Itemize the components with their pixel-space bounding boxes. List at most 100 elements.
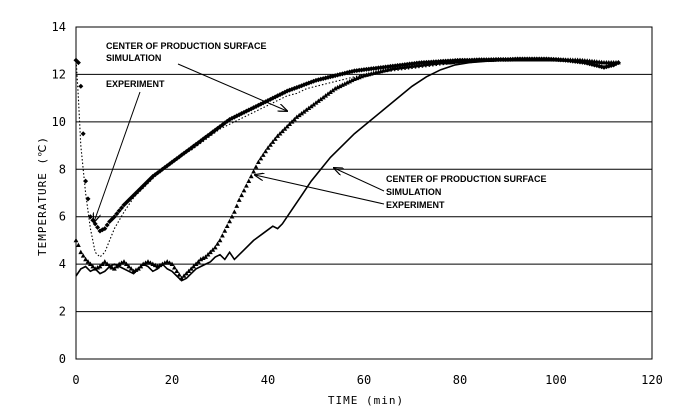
data-point-triangle (241, 188, 247, 193)
data-point-triangle (186, 268, 192, 274)
data-point-triangle (323, 93, 328, 98)
anno-bottom-experiment: EXPERIMENT (386, 200, 445, 210)
data-point-triangle (308, 103, 314, 109)
data-point-triangle (73, 237, 79, 243)
data-point-diamond (104, 222, 110, 228)
data-point-triangle (344, 80, 350, 85)
data-point-triangle (220, 233, 225, 238)
data-point-triangle (256, 159, 261, 164)
data-point-triangle (227, 218, 232, 224)
data-point-diamond (111, 214, 117, 220)
data-point-triangle (121, 259, 127, 264)
data-point-triangle (244, 183, 249, 188)
data-point-diamond (80, 131, 86, 137)
data-point-triangle (316, 98, 321, 103)
data-point-triangle (277, 131, 283, 136)
arrow-bottom-experiment (255, 175, 385, 205)
data-point-triangle (260, 152, 266, 157)
data-point-triangle (292, 116, 297, 122)
data-point-triangle (337, 83, 343, 89)
data-point-triangle (176, 272, 182, 277)
data-point-triangle (85, 259, 91, 264)
data-point-triangle (318, 96, 324, 102)
data-point-triangle (184, 271, 189, 276)
data-point-triangle (102, 259, 108, 264)
data-point-triangle (152, 262, 158, 268)
data-point-triangle (215, 241, 220, 246)
data-point-triangle (294, 114, 300, 119)
x-tick-label: 120 (641, 373, 663, 387)
data-point-diamond (102, 226, 108, 232)
y-tick-label: 12 (52, 67, 66, 81)
x-tick-label: 20 (165, 373, 179, 387)
data-point-triangle (236, 197, 242, 202)
data-point-triangle (335, 84, 340, 90)
data-point-triangle (349, 77, 355, 83)
data-point-triangle (104, 261, 110, 266)
arrow-top-simulation (177, 63, 287, 111)
data-point-triangle (116, 261, 122, 266)
arrow-bottom-simulation (334, 168, 385, 192)
data-point-triangle (83, 256, 88, 262)
data-point-triangle (169, 261, 175, 266)
y-tick-label: 6 (59, 210, 66, 224)
data-point-triangle (306, 105, 312, 111)
data-point-triangle (248, 173, 254, 179)
data-point-triangle (200, 255, 206, 261)
y-axis-title: TEMPERATURE (℃) (36, 136, 49, 256)
data-point-triangle (208, 249, 213, 255)
x-tick-label: 40 (261, 373, 275, 387)
data-point-triangle (222, 228, 228, 233)
data-point-triangle (78, 249, 84, 255)
data-point-triangle (198, 256, 204, 262)
data-point-triangle (76, 242, 81, 247)
data-point-triangle (289, 119, 295, 124)
data-point-triangle (143, 260, 148, 265)
data-point-triangle (128, 266, 134, 271)
data-point-triangle (251, 169, 256, 174)
data-point-triangle (174, 268, 180, 274)
data-point-triangle (181, 273, 187, 278)
data-point-triangle (172, 265, 177, 270)
y-tick-label: 10 (52, 115, 66, 129)
data-point-triangle (119, 260, 124, 265)
data-point-triangle (80, 253, 86, 258)
data-point-triangle (320, 94, 326, 100)
data-point-triangle (229, 214, 235, 219)
data-point-triangle (232, 209, 237, 214)
data-point-triangle (97, 263, 103, 269)
data-point-triangle (88, 261, 93, 266)
data-point-triangle (246, 178, 252, 183)
data-point-triangle (280, 128, 285, 134)
y-tick-label: 2 (59, 305, 66, 319)
anno-bottom-simulation: SIMULATION (386, 187, 441, 197)
data-point-diamond (78, 83, 84, 89)
data-point-triangle (150, 261, 156, 266)
data-point-triangle (109, 265, 115, 270)
x-axis-title: TIME (min) (328, 394, 404, 407)
data-point-diamond (116, 208, 122, 214)
data-point-triangle (167, 260, 172, 265)
data-point-triangle (287, 121, 292, 127)
data-point-triangle (188, 266, 194, 271)
data-point-triangle (282, 126, 288, 131)
plot-frame (75, 26, 653, 360)
y-tick-labels: 0 2 4 6 8 10 12 14 (52, 20, 66, 366)
data-point-triangle (304, 107, 309, 112)
data-point-diamond (119, 205, 125, 211)
x-tick-label: 80 (453, 373, 467, 387)
data-point-triangle (296, 112, 302, 118)
data-point-triangle (145, 259, 151, 264)
data-point-triangle (193, 261, 199, 266)
y-tick-label: 0 (59, 352, 66, 366)
data-point-triangle (224, 223, 230, 228)
data-point-diamond (114, 211, 120, 217)
data-point-triangle (90, 263, 96, 269)
anno-bottom-center: CENTER OF PRODUCTION SURFACE (386, 174, 547, 184)
data-point-triangle (342, 81, 348, 86)
data-point-triangle (299, 110, 304, 116)
anno-top-center: CENTER OF PRODUCTION SURFACE (106, 41, 267, 51)
series-triangle-markers (73, 57, 621, 281)
series-line (75, 59, 619, 282)
series-line (75, 57, 619, 258)
